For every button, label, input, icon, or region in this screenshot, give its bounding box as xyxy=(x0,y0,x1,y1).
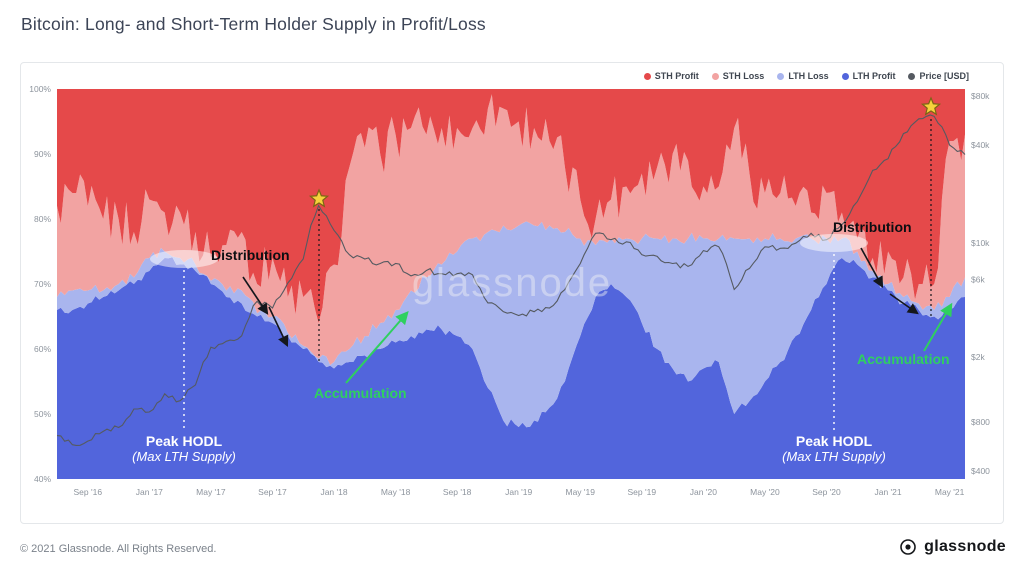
y-axis-percent-tick: 80% xyxy=(34,214,51,224)
x-axis-tick: Sep '20 xyxy=(812,487,841,497)
y-axis-price-tick: $2k xyxy=(971,352,985,362)
x-axis-tick: Sep '19 xyxy=(628,487,657,497)
x-axis-tick: Jan '20 xyxy=(690,487,717,497)
chart-canvas[interactable]: 100% 90% 80% 70% 60% 50% 40% $80k $40k $10k $6k $2k… xyxy=(21,63,1003,521)
area-lth-loss xyxy=(57,221,965,428)
y-axis-percent-tick: 90% xyxy=(34,149,51,159)
legend-dot-lth_loss xyxy=(777,72,785,80)
x-axis-tick: May '21 xyxy=(935,487,965,497)
legend-item-price_usd[interactable]: Price [USD] xyxy=(908,71,969,81)
y-axis-price-tick: $6k xyxy=(971,274,985,284)
legend-dot-price_usd xyxy=(908,72,916,80)
area-lth-profit xyxy=(57,257,965,479)
y-axis-percent-tick: 60% xyxy=(34,344,51,354)
x-axis-tick: Sep '16 xyxy=(73,487,102,497)
legend-item-lth_loss[interactable]: LTH Loss xyxy=(777,71,829,81)
y-axis-price-tick: $10k xyxy=(971,238,990,248)
y-axis-price-tick: $40k xyxy=(971,140,990,150)
legend-label: LTH Profit xyxy=(852,71,896,81)
x-axis-tick: Sep '18 xyxy=(443,487,472,497)
x-axis-tick: Sep '17 xyxy=(258,487,287,497)
x-axis-tick: May '20 xyxy=(750,487,780,497)
x-axis-tick: May '19 xyxy=(566,487,596,497)
x-axis-tick: Jan '21 xyxy=(874,487,901,497)
chart-legend: STH Profit STH Loss LTH Loss LTH Profit Pric… xyxy=(643,71,969,81)
area-sth-profit xyxy=(57,89,965,323)
legend-item-lth_profit[interactable]: LTH Profit xyxy=(841,71,896,81)
legend-label: LTH Loss xyxy=(788,71,829,81)
y-axis-percent-tick: 100% xyxy=(29,84,51,94)
legend-label: Price [USD] xyxy=(919,71,969,81)
copyright-text: © 2021 Glassnode. All Rights Reserved. xyxy=(20,543,217,555)
y-axis-price-tick: $80k xyxy=(971,91,990,101)
page-title: Bitcoin: Long- and Short-Term Holder Sup… xyxy=(21,14,486,34)
glassnode-brand: glassnode xyxy=(898,537,1006,557)
glassnode-brand-text: glassnode xyxy=(924,538,1006,555)
x-axis-tick: May '17 xyxy=(196,487,226,497)
chart-card: STH Profit STH Loss LTH Loss LTH Profit Pric… xyxy=(20,62,1004,524)
y-axis-percent-tick: 40% xyxy=(34,474,51,484)
legend-dot-sth_loss xyxy=(711,72,719,80)
y-axis-price-tick: $800 xyxy=(971,417,990,427)
x-axis-tick: May '18 xyxy=(381,487,411,497)
glassnode-logo-icon xyxy=(900,539,916,555)
y-axis-percent-tick: 70% xyxy=(34,279,51,289)
area-sth-loss xyxy=(57,94,965,365)
x-axis-tick: Jan '18 xyxy=(320,487,347,497)
x-axis-tick: Jan '19 xyxy=(505,487,532,497)
legend-item-sth_profit[interactable]: STH Profit xyxy=(643,71,699,81)
y-axis-price-tick: $400 xyxy=(971,466,990,476)
legend-dot-lth_profit xyxy=(841,72,849,80)
legend-item-sth_loss[interactable]: STH Loss xyxy=(711,71,765,81)
legend-label: STH Loss xyxy=(722,71,765,81)
y-axis-percent-tick: 50% xyxy=(34,409,51,419)
legend-dot-sth_profit xyxy=(643,72,651,80)
legend-label: STH Profit xyxy=(654,71,699,81)
x-axis-tick: Jan '17 xyxy=(136,487,163,497)
